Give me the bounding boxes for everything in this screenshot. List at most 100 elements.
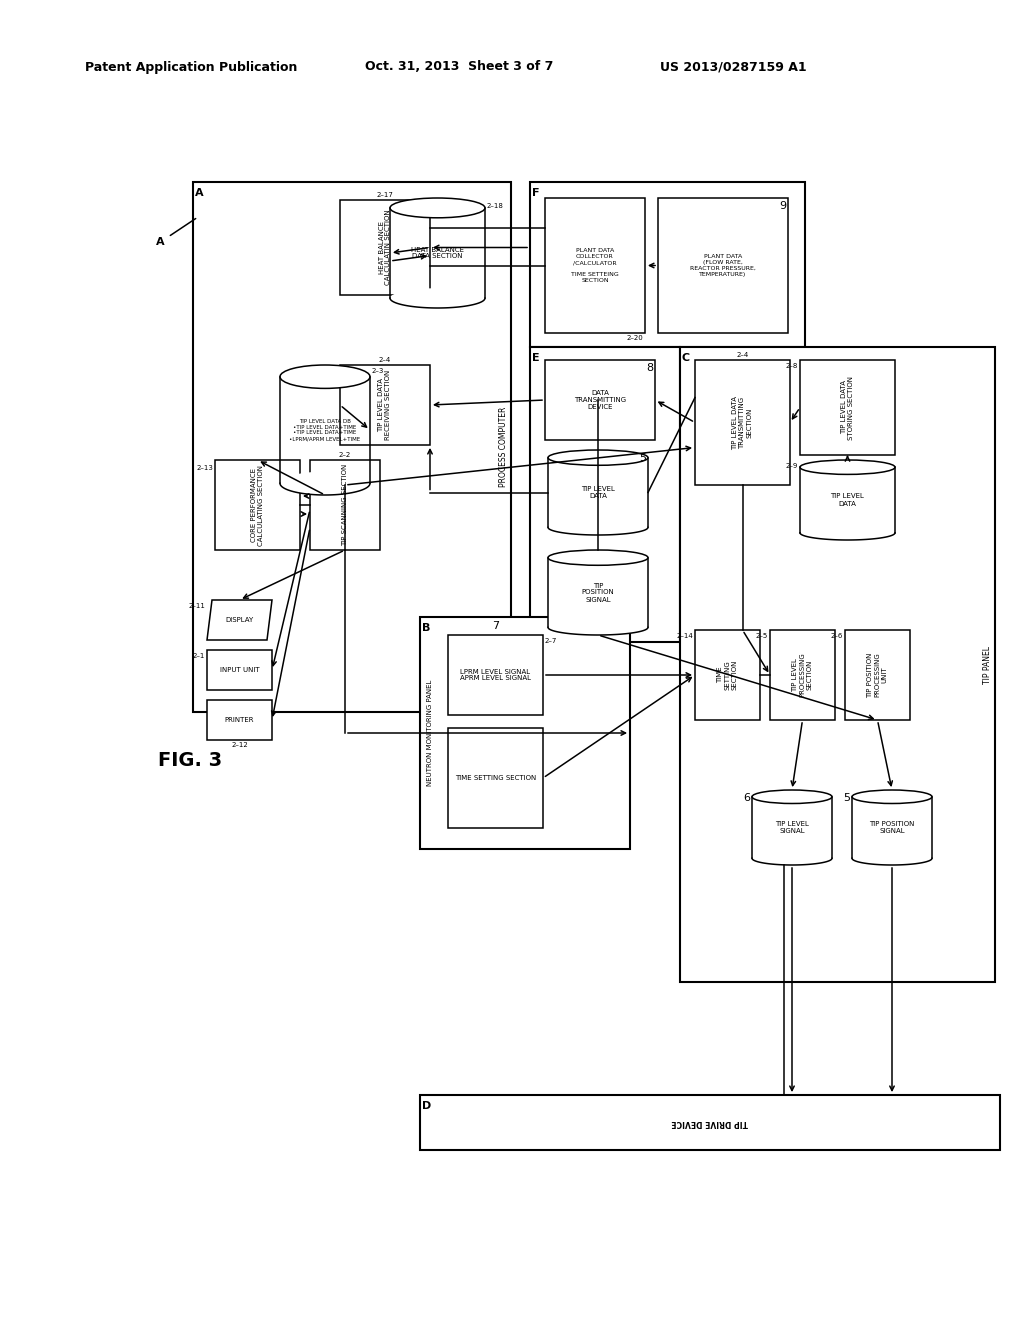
Ellipse shape bbox=[280, 366, 370, 388]
Bar bbox=[658, 198, 788, 333]
Text: TIP LEVEL DATA DB
•TIP LEVEL DATA+TIME
•TIP LEVEL DATA+TIME
•LPRM/APRM LEVEL+TIM: TIP LEVEL DATA DB •TIP LEVEL DATA+TIME •… bbox=[290, 418, 360, 441]
Text: 2–11: 2–11 bbox=[188, 603, 205, 609]
Bar bbox=[545, 198, 645, 333]
Text: TIME
SETTING
SECTION: TIME SETTING SECTION bbox=[718, 660, 737, 690]
Ellipse shape bbox=[752, 789, 831, 804]
Text: INPUT UNIT: INPUT UNIT bbox=[220, 667, 259, 673]
Ellipse shape bbox=[800, 525, 895, 540]
Text: LPRM LEVEL SIGNAL
APRM LEVEL SIGNAL: LPRM LEVEL SIGNAL APRM LEVEL SIGNAL bbox=[460, 668, 531, 681]
Text: 2–5: 2–5 bbox=[756, 634, 768, 639]
Text: TIP LEVEL
PROCESSING
SECTION: TIP LEVEL PROCESSING SECTION bbox=[793, 652, 812, 697]
Text: FIG. 3: FIG. 3 bbox=[158, 751, 222, 770]
Bar bbox=[800, 360, 895, 455]
Bar bbox=[449, 635, 543, 715]
Text: 2–18: 2–18 bbox=[487, 203, 504, 209]
Bar bbox=[695, 360, 790, 484]
Text: 2–4: 2–4 bbox=[379, 356, 391, 363]
Bar bbox=[390, 209, 485, 298]
Text: 2–1: 2–1 bbox=[193, 653, 205, 659]
Text: 6: 6 bbox=[743, 793, 750, 803]
Text: US 2013/0287159 A1: US 2013/0287159 A1 bbox=[660, 61, 807, 74]
Text: A: A bbox=[195, 187, 204, 198]
Text: D: D bbox=[422, 1101, 431, 1111]
Text: A: A bbox=[157, 238, 165, 247]
Text: TIP
POSITION
SIGNAL: TIP POSITION SIGNAL bbox=[582, 582, 614, 602]
Text: 2–3: 2–3 bbox=[372, 368, 384, 374]
Bar bbox=[340, 201, 430, 294]
Text: TIP LEVEL DATA
STORING SECTION: TIP LEVEL DATA STORING SECTION bbox=[841, 375, 854, 440]
Text: TIME SETTING SECTION: TIME SETTING SECTION bbox=[455, 775, 537, 781]
Bar bbox=[207, 700, 272, 741]
Text: PRINTER: PRINTER bbox=[224, 717, 254, 723]
Bar bbox=[680, 347, 995, 982]
Text: HEAT BALANCE
CALCULATIN SECTION: HEAT BALANCE CALCULATIN SECTION bbox=[379, 210, 391, 285]
Bar bbox=[800, 467, 895, 533]
Text: CORE PERFORMANCE
CALCULATING SECTION: CORE PERFORMANCE CALCULATING SECTION bbox=[251, 465, 264, 545]
Bar bbox=[752, 797, 831, 858]
Ellipse shape bbox=[548, 450, 648, 465]
Bar bbox=[695, 630, 760, 719]
Text: B: B bbox=[422, 623, 430, 634]
Text: 5: 5 bbox=[843, 793, 850, 803]
Text: 2–2: 2–2 bbox=[339, 451, 351, 458]
Text: DISPLAY: DISPLAY bbox=[225, 616, 254, 623]
Ellipse shape bbox=[548, 520, 648, 535]
Bar bbox=[420, 1096, 1000, 1150]
Text: 2–13: 2–13 bbox=[197, 465, 213, 471]
Bar bbox=[845, 630, 910, 719]
Bar bbox=[545, 360, 655, 440]
Text: 2–4: 2–4 bbox=[736, 352, 749, 358]
Bar bbox=[420, 616, 630, 849]
Text: TIP LEVEL
SIGNAL: TIP LEVEL SIGNAL bbox=[775, 821, 809, 834]
Text: TIP POSITION
SIGNAL: TIP POSITION SIGNAL bbox=[869, 821, 914, 834]
Bar bbox=[449, 729, 543, 828]
Text: TIP POSITION
PROCESSING
UNIT: TIP POSITION PROCESSING UNIT bbox=[867, 652, 888, 698]
Bar bbox=[193, 182, 511, 711]
Text: Patent Application Publication: Patent Application Publication bbox=[85, 61, 297, 74]
Text: 2–6: 2–6 bbox=[830, 634, 843, 639]
Text: TIP LEVEL
DATA: TIP LEVEL DATA bbox=[581, 486, 615, 499]
Ellipse shape bbox=[390, 288, 485, 308]
Text: 2–14: 2–14 bbox=[676, 634, 693, 639]
Text: 7: 7 bbox=[492, 620, 499, 631]
Ellipse shape bbox=[800, 459, 895, 474]
Ellipse shape bbox=[852, 789, 932, 804]
Ellipse shape bbox=[548, 619, 648, 635]
Text: C: C bbox=[682, 352, 690, 363]
Text: 2–8: 2–8 bbox=[785, 363, 798, 370]
Bar bbox=[530, 347, 680, 642]
Text: PROCESS COMPUTER: PROCESS COMPUTER bbox=[499, 407, 508, 487]
Ellipse shape bbox=[390, 198, 485, 218]
Text: 5: 5 bbox=[639, 453, 646, 463]
Text: TIP LEVEL
DATA: TIP LEVEL DATA bbox=[830, 494, 864, 507]
Text: TIP PANEL: TIP PANEL bbox=[982, 645, 991, 684]
Text: PLANT DATA
COLLECTOR
/CALCULATOR

TIME SETTEING
SECTION: PLANT DATA COLLECTOR /CALCULATOR TIME SE… bbox=[571, 248, 618, 282]
Text: 9: 9 bbox=[779, 201, 786, 211]
Text: 2–20: 2–20 bbox=[627, 335, 643, 341]
Bar bbox=[530, 182, 805, 347]
Ellipse shape bbox=[280, 471, 370, 495]
Bar bbox=[215, 459, 300, 550]
Text: 8: 8 bbox=[646, 363, 653, 374]
Text: E: E bbox=[532, 352, 540, 363]
Text: 2–17: 2–17 bbox=[377, 191, 393, 198]
Text: 2–7: 2–7 bbox=[545, 638, 557, 644]
Text: TIP DRIVE DEVICE: TIP DRIVE DEVICE bbox=[672, 1118, 749, 1127]
Bar bbox=[548, 557, 648, 627]
Text: Oct. 31, 2013  Sheet 3 of 7: Oct. 31, 2013 Sheet 3 of 7 bbox=[365, 61, 553, 74]
Bar bbox=[852, 797, 932, 858]
Text: 2–12: 2–12 bbox=[231, 742, 248, 748]
Text: F: F bbox=[532, 187, 540, 198]
Bar bbox=[340, 366, 430, 445]
Text: DATA
TRANSMITTING
DEVICE: DATA TRANSMITTING DEVICE bbox=[573, 389, 626, 411]
Text: NEUTRON MONITORING PANEL: NEUTRON MONITORING PANEL bbox=[427, 680, 433, 787]
Bar bbox=[280, 376, 370, 483]
Bar bbox=[770, 630, 835, 719]
Ellipse shape bbox=[852, 851, 932, 865]
Bar bbox=[207, 649, 272, 690]
Text: TIP SCANNING SECTION: TIP SCANNING SECTION bbox=[342, 463, 348, 546]
Text: HEAT BALANCE
DATA SECTION: HEAT BALANCE DATA SECTION bbox=[411, 247, 464, 260]
Ellipse shape bbox=[752, 851, 831, 865]
Bar bbox=[310, 459, 380, 550]
Polygon shape bbox=[207, 601, 272, 640]
